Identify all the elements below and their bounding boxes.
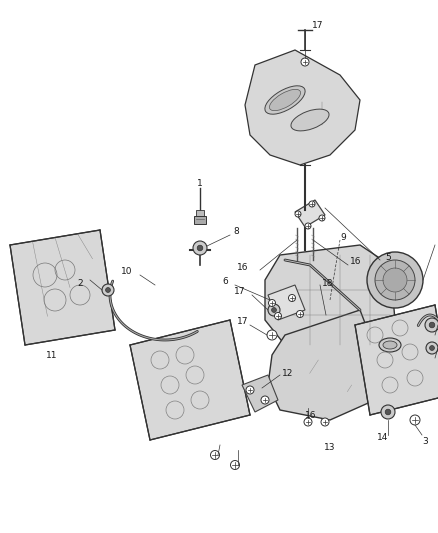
Bar <box>196 210 204 216</box>
Circle shape <box>430 345 434 350</box>
Circle shape <box>268 304 280 316</box>
Text: 16: 16 <box>350 257 361 266</box>
Circle shape <box>319 215 325 221</box>
Text: 2: 2 <box>78 279 83 287</box>
Text: 17: 17 <box>237 318 248 327</box>
Circle shape <box>272 308 276 312</box>
Polygon shape <box>295 200 325 227</box>
Text: 16: 16 <box>237 263 248 272</box>
Polygon shape <box>265 245 395 355</box>
Circle shape <box>230 461 240 470</box>
Text: 8: 8 <box>233 228 239 237</box>
Ellipse shape <box>265 86 305 114</box>
Bar <box>194 216 206 224</box>
Text: 17: 17 <box>233 287 245 296</box>
Polygon shape <box>268 310 385 420</box>
Text: 3: 3 <box>422 438 428 447</box>
Polygon shape <box>355 305 438 415</box>
Circle shape <box>309 201 315 207</box>
Text: 14: 14 <box>377 432 389 441</box>
Circle shape <box>429 322 435 328</box>
Circle shape <box>425 318 438 332</box>
Text: 1: 1 <box>197 179 203 188</box>
Circle shape <box>106 288 110 293</box>
Circle shape <box>261 396 269 404</box>
Ellipse shape <box>383 341 397 349</box>
Circle shape <box>295 211 301 217</box>
Text: 16: 16 <box>305 410 317 419</box>
Circle shape <box>102 284 114 296</box>
Circle shape <box>426 342 438 354</box>
Circle shape <box>410 415 420 425</box>
Circle shape <box>289 295 296 302</box>
Circle shape <box>383 268 407 292</box>
Circle shape <box>301 58 309 66</box>
Polygon shape <box>10 230 115 345</box>
Circle shape <box>367 252 423 308</box>
Circle shape <box>321 418 329 426</box>
Polygon shape <box>245 50 360 165</box>
Circle shape <box>385 409 391 415</box>
Circle shape <box>297 311 304 318</box>
Text: 12: 12 <box>282 368 293 377</box>
Text: 9: 9 <box>340 233 346 243</box>
Text: 17: 17 <box>312 20 324 29</box>
Circle shape <box>275 312 282 319</box>
Ellipse shape <box>291 109 329 131</box>
Circle shape <box>197 245 203 251</box>
Polygon shape <box>130 320 250 440</box>
Circle shape <box>304 418 312 426</box>
Circle shape <box>193 241 207 255</box>
Circle shape <box>268 300 276 306</box>
Text: 13: 13 <box>324 443 336 453</box>
Text: 5: 5 <box>385 254 391 262</box>
Text: 10: 10 <box>120 268 132 277</box>
Ellipse shape <box>379 338 401 352</box>
Circle shape <box>305 223 311 229</box>
Circle shape <box>211 450 219 459</box>
Polygon shape <box>242 375 278 412</box>
Polygon shape <box>268 285 305 320</box>
Text: 11: 11 <box>46 351 58 359</box>
Circle shape <box>375 260 415 300</box>
Circle shape <box>246 386 254 394</box>
Circle shape <box>381 405 395 419</box>
Text: 6: 6 <box>222 278 228 287</box>
Ellipse shape <box>269 90 300 111</box>
Circle shape <box>267 330 277 340</box>
Text: 18: 18 <box>322 279 333 287</box>
